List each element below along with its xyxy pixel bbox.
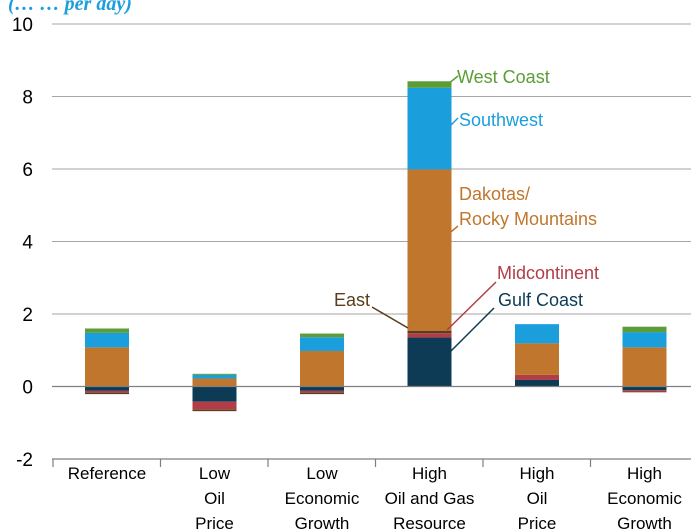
annotation-leader-gulf-coast — [446, 307, 495, 356]
bar-segment-dakotas-rocky-mountains — [85, 347, 129, 387]
annotation-east: East — [334, 290, 370, 310]
grid — [52, 23, 691, 315]
annotation-leader-midcontinent — [446, 281, 497, 331]
x-category-label: Low Economic Growth — [285, 464, 360, 531]
bar-segment-east — [192, 409, 237, 412]
x-category-label: High Oil and Gas Resource — [385, 464, 475, 531]
x-category-label: High Oil Price — [518, 464, 557, 531]
bar-segment-midcontinent — [407, 333, 452, 338]
bar-segment-gulf-coast — [622, 386, 667, 391]
bar-segment-southwest — [622, 332, 667, 348]
bar-segment-gulf-coast — [407, 337, 452, 387]
bar-segment-gulf-coast — [300, 386, 344, 391]
chart-title: (… … per day) — [8, 0, 132, 15]
bar-segment-midcontinent — [300, 390, 344, 393]
annotation-dakotas-rocky-mountains: Dakotas/Rocky Mountains — [459, 184, 597, 229]
y-tick-label: 8 — [22, 88, 33, 109]
bar-segment-dakotas-rocky-mountains — [192, 378, 237, 387]
bar-segment-east — [300, 392, 344, 395]
bar-segment-dakotas-rocky-mountains — [622, 347, 667, 387]
bar-segment-midcontinent — [85, 390, 129, 393]
bar-segment-dakotas-rocky-mountains — [300, 350, 344, 387]
annotation-leader-southwest — [447, 117, 459, 129]
bar-segment-west-coast — [85, 328, 129, 333]
bar-segment-dakotas-rocky-mountains — [515, 343, 559, 375]
bar-segment-west-coast — [622, 326, 667, 333]
bar-segment-midcontinent — [192, 401, 237, 410]
annotation-west-coast: West Coast — [457, 67, 550, 87]
bar-segment-midcontinent — [515, 374, 559, 380]
y-tick-label: 4 — [22, 233, 33, 254]
bar-segment-east — [85, 392, 129, 395]
annotations: West Coast Southwest Dakotas/Rocky Mountai… — [334, 67, 599, 356]
bar-segment-dakotas-rocky-mountains — [407, 169, 452, 331]
bar-segment-east — [407, 330, 452, 334]
bar-segment-midcontinent — [622, 390, 667, 392]
bar-segment-gulf-coast — [85, 386, 129, 391]
bar-segment-west-coast — [407, 81, 452, 88]
bar-segment-southwest — [300, 337, 344, 351]
bar-segment-southwest — [192, 374, 237, 379]
annotation-midcontinent: Midcontinent — [497, 263, 599, 283]
annotation-southwest: Southwest — [459, 110, 543, 130]
bar-segment-southwest — [515, 324, 559, 344]
bar-segment-east — [622, 391, 667, 393]
bar-segment-southwest — [407, 87, 452, 170]
annotation-gulf-coast: Gulf Coast — [498, 290, 583, 310]
y-tick-label: 6 — [22, 160, 33, 181]
bar-segment-west-coast — [300, 333, 344, 338]
y-tick-label: 10 — [12, 15, 33, 36]
bars — [85, 81, 667, 412]
x-category-label: Reference — [68, 464, 146, 483]
axes: -2 0 2 4 6 8 10 Reference Low Oil Price Low Economic… — [12, 15, 691, 531]
bar-segment-west-coast — [192, 373, 237, 375]
bar-segment-gulf-coast — [192, 386, 237, 402]
x-category-label: High Economic Growth — [607, 464, 682, 531]
y-tick-label: -2 — [16, 450, 33, 471]
bar-segment-southwest — [85, 332, 129, 348]
bar-segment-gulf-coast — [515, 379, 559, 387]
annotation-leader-east — [371, 306, 409, 329]
y-tick-label: 2 — [22, 305, 33, 326]
x-category-label: Low Oil Price — [195, 464, 234, 531]
y-tick-label: 0 — [22, 378, 33, 399]
annotation-leader-dakotas-rocky-mountains — [445, 225, 459, 237]
annotation-leader-west-coast — [447, 75, 459, 85]
